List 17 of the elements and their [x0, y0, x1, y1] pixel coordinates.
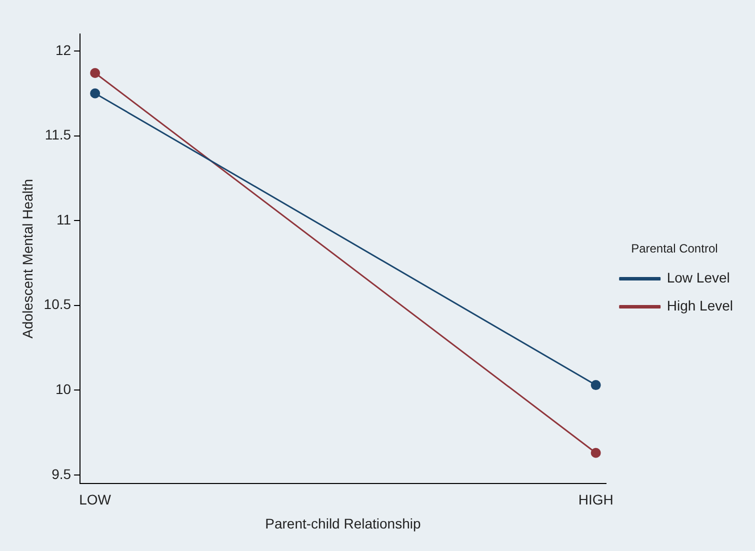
point — [590, 448, 601, 458]
y-tick-label: 9.5 — [52, 466, 72, 482]
y-tick-label: 11 — [56, 211, 72, 228]
x-tick-label: HIGH — [578, 492, 614, 508]
y-tick-label: 10.5 — [44, 296, 72, 312]
legend-title: Parental Control — [631, 242, 718, 256]
x-axis-title: Parent-child Relationship — [265, 515, 421, 532]
y-tick-label: 11.5 — [44, 126, 72, 143]
y-tick-label: 12 — [55, 42, 72, 58]
legend-label: Low Level — [666, 270, 730, 286]
legend-label: High Level — [666, 298, 734, 314]
point — [90, 68, 100, 78]
point — [590, 380, 601, 390]
point — [90, 88, 100, 98]
y-tick-label: 10 — [55, 380, 72, 397]
x-tick-label: LOW — [79, 492, 112, 508]
y-axis-title: Adolescent Mental Health — [19, 178, 36, 338]
